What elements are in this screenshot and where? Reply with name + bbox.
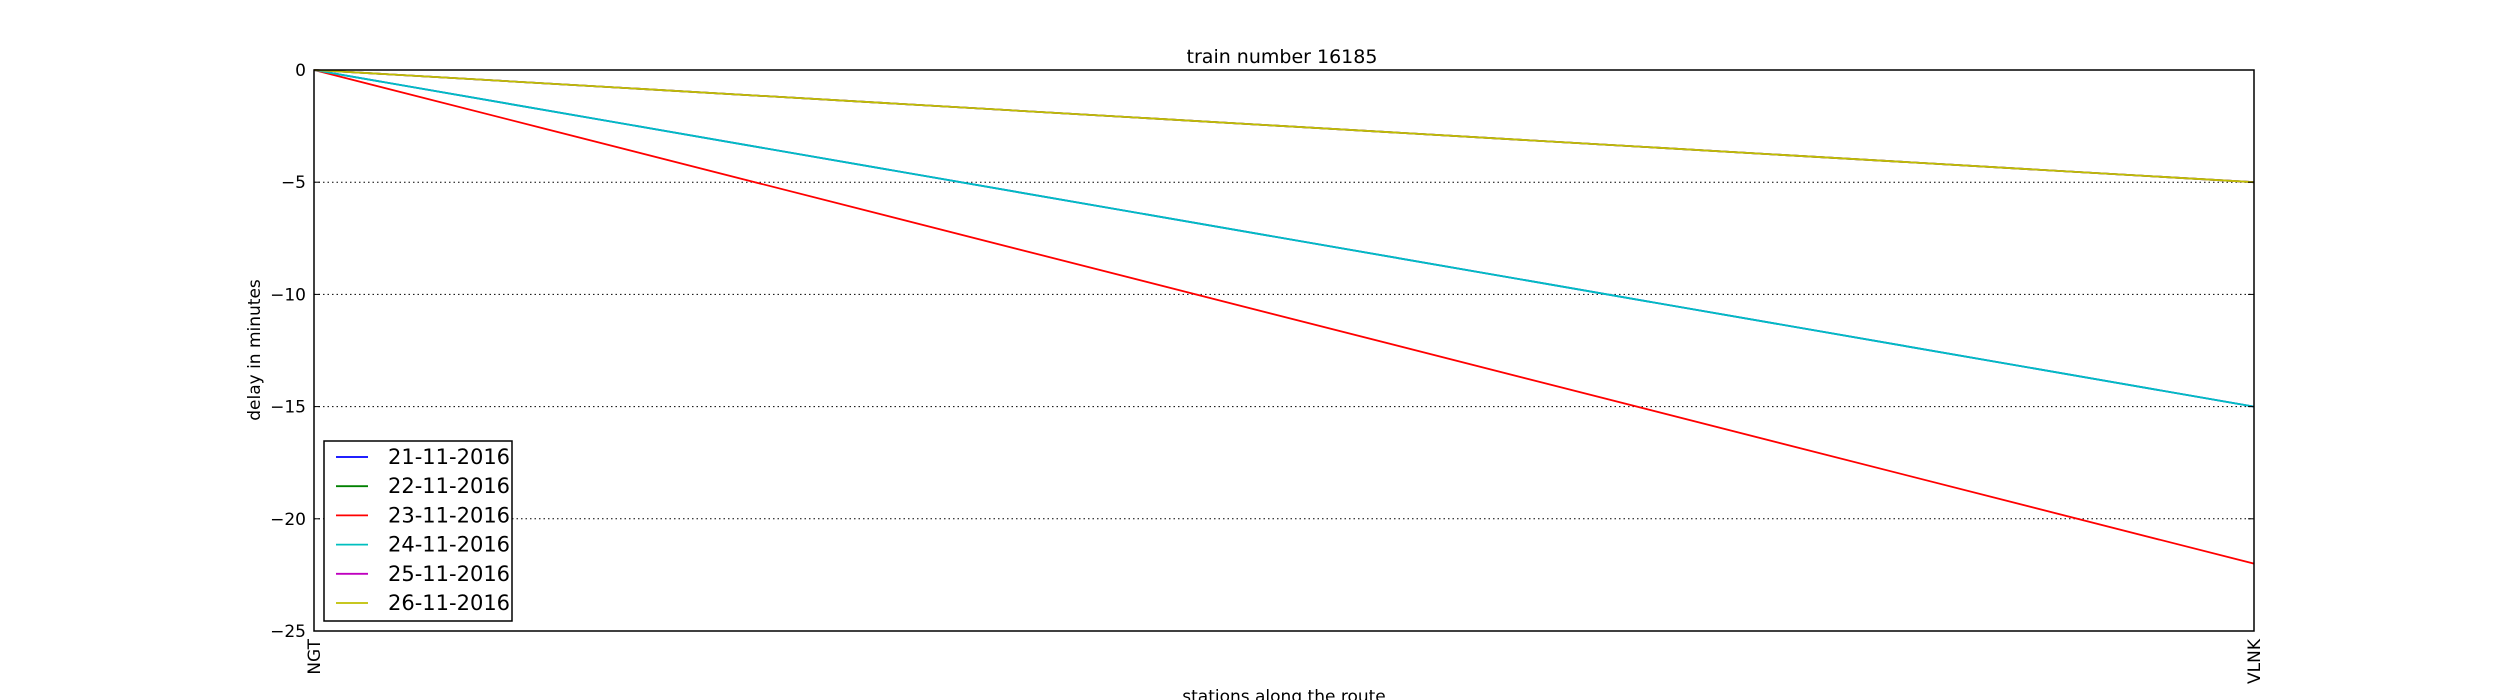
- y-tick-label: 0: [295, 61, 306, 81]
- series-line-23-11-2016: [313, 69, 2255, 565]
- series-lines: [313, 69, 2255, 565]
- y-tick-label: −15: [270, 398, 306, 418]
- legend-label: 25-11-2016: [388, 562, 510, 586]
- legend-box: [323, 440, 513, 622]
- legend: 21-11-2016 22-11-2016 23-11-2016 24-11-2016…: [323, 440, 513, 622]
- x-tick-label: NGT: [305, 638, 325, 674]
- y-tick-label: −10: [270, 285, 306, 305]
- x-tick-label: VLNK: [2245, 638, 2265, 684]
- legend-label: 26-11-2016: [388, 591, 510, 615]
- series-line-26-11-2016: [313, 69, 2255, 184]
- y-tick-label: −20: [270, 510, 306, 530]
- series-line-24-11-2016: [313, 69, 2255, 408]
- grid-lines: [314, 181, 2254, 520]
- legend-label: 23-11-2016: [388, 503, 510, 527]
- y-tick-label: −25: [270, 622, 306, 642]
- plot-frame: [313, 69, 2255, 632]
- legend-label: 22-11-2016: [388, 474, 510, 498]
- y-tick-label: −5: [281, 173, 306, 193]
- legend-label: 21-11-2016: [388, 445, 510, 469]
- legend-label: 24-11-2016: [388, 533, 510, 557]
- x-axis-title: stations along the route: [1182, 687, 1386, 700]
- chart-title: train number 16185: [1187, 46, 1378, 68]
- y-axis-title: delay in minutes: [245, 279, 265, 421]
